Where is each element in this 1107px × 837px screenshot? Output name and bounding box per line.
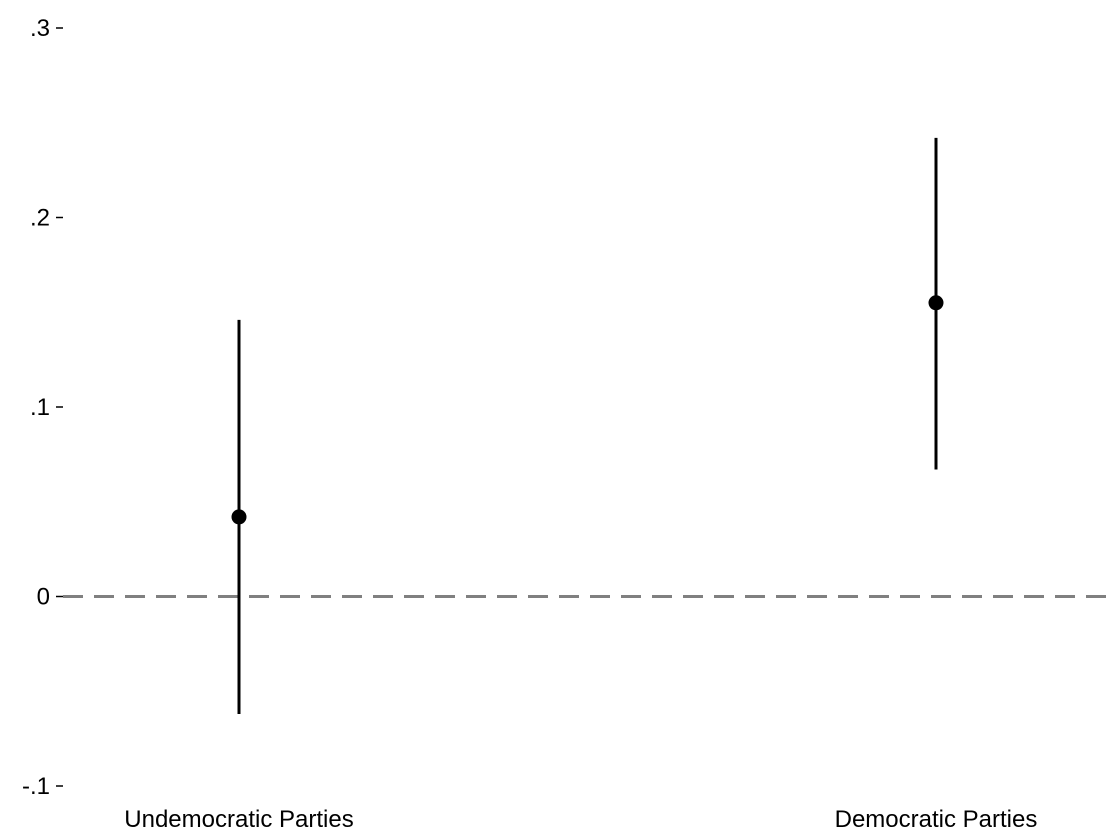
y-tick-label: .2 <box>30 205 50 232</box>
x-category-label: Democratic Parties <box>835 806 1038 833</box>
point-estimate-marker <box>231 509 247 525</box>
y-tick-label: -.1 <box>22 773 50 800</box>
point-estimate-marker <box>928 295 944 311</box>
y-axis: -.1 0 .1 .2 .3 <box>22 15 63 800</box>
y-tick-label: .3 <box>30 15 50 42</box>
x-category-label: Undemocratic Parties <box>124 806 353 833</box>
x-axis-category-labels: Undemocratic Parties Democratic Parties <box>124 806 1037 833</box>
data-marks <box>231 137 944 714</box>
y-tick-label: 0 <box>37 584 50 611</box>
y-tick-label: .1 <box>30 394 50 421</box>
